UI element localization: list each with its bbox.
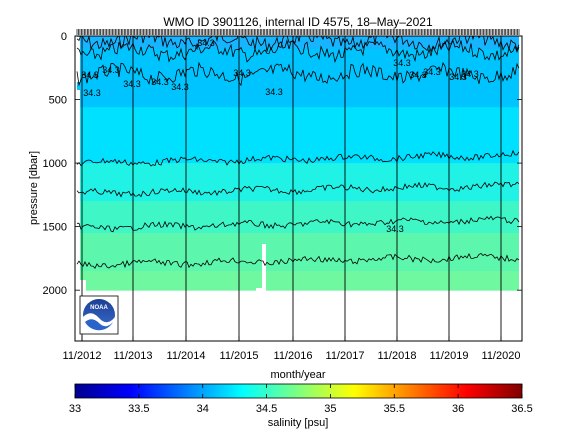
data-gap-3 bbox=[256, 288, 262, 296]
data-gap-2 bbox=[76, 280, 86, 294]
y-axis-label: pressure [dbar] bbox=[28, 151, 40, 225]
colorbar: 33 33.5 34 34.5 35 35.5 36 36.5 salinity [psu] bbox=[69, 383, 533, 429]
noaa-logo: NOAA bbox=[79, 295, 119, 335]
y-tick-label: 2000 bbox=[43, 285, 67, 297]
y-tick-label: 500 bbox=[49, 95, 67, 107]
colorbar-tick-label: 33 bbox=[69, 403, 81, 415]
x-tick-label: 11/2016 bbox=[274, 350, 313, 362]
data-gap-0 bbox=[77, 37, 80, 82]
contour-label-0: 34.3 bbox=[197, 38, 215, 48]
contour-labels: 34.334.3 34.334.3 34.3 34.334.334.334.334.3… bbox=[81, 38, 479, 234]
colorbar-tick-label: 35 bbox=[324, 403, 336, 415]
contour-line-1 bbox=[76, 39, 520, 64]
x-tick-label: 11/2012 bbox=[63, 350, 102, 362]
x-tick-label: 11/2018 bbox=[378, 350, 417, 362]
contour-label-9: 34.3 bbox=[409, 70, 427, 80]
colorbar-tick-label: 36 bbox=[452, 403, 464, 415]
colorbar-tick-label: 36.5 bbox=[511, 403, 532, 415]
colorbar-tick-label: 34 bbox=[197, 403, 209, 415]
salinity-layers bbox=[77, 36, 519, 291]
contour-label-7: 34.3 bbox=[265, 87, 283, 97]
salinity-layer-3 bbox=[77, 163, 519, 202]
contour-label-4: 34.3 bbox=[151, 77, 169, 87]
contour-label-8: 34.3 bbox=[393, 58, 411, 68]
plot-area: 34.334.3 34.334.3 34.3 34.334.334.334.334.3… bbox=[76, 36, 520, 341]
salinity-layer-2 bbox=[77, 107, 519, 164]
x-axis-label: month/year bbox=[270, 369, 325, 381]
contour-label-14: 34.3 bbox=[386, 224, 404, 234]
data-gaps bbox=[76, 37, 266, 298]
contour-label-3: 34.3 bbox=[123, 79, 141, 89]
chart-title: WMO ID 3901126, internal ID 4575, 18–May… bbox=[163, 15, 433, 29]
contour-label-12: 34.3 bbox=[461, 69, 479, 79]
contour-line-3 bbox=[76, 149, 520, 167]
colorbar-tick-label: 34.5 bbox=[256, 403, 277, 415]
colorbar-tick-label: 33.5 bbox=[128, 403, 149, 415]
contour-label-13: 34.3 bbox=[83, 88, 101, 98]
salinity-layer-6 bbox=[77, 271, 519, 291]
contour-label-10: 34.3 bbox=[423, 67, 441, 77]
y-axis: 0 500 1000 1500 2000 bbox=[43, 31, 522, 297]
x-tick-label: 11/2013 bbox=[114, 350, 153, 362]
year-lines bbox=[81, 36, 502, 341]
colorbar-tick-label: 35.5 bbox=[384, 403, 405, 415]
y-tick-label: 1500 bbox=[43, 222, 67, 234]
salinity-layer-4 bbox=[77, 201, 519, 234]
colorbar-label: salinity [psu] bbox=[268, 417, 329, 429]
contour-label-5: 34.3 bbox=[171, 82, 189, 92]
colorbar-gradient bbox=[74, 383, 523, 399]
plot-frame bbox=[74, 35, 523, 342]
contour-label-1: 34.3 bbox=[81, 70, 99, 80]
x-tick-label: 11/2017 bbox=[326, 350, 365, 362]
data-gap-1 bbox=[77, 90, 80, 296]
x-tick-label: 11/2015 bbox=[220, 350, 259, 362]
contour-line-2 bbox=[76, 61, 520, 87]
contour-lines bbox=[76, 36, 520, 269]
contour-label-2: 34.3 bbox=[102, 65, 120, 75]
x-tick-label: 11/2020 bbox=[482, 350, 521, 362]
salinity-layer-5 bbox=[77, 232, 519, 272]
contour-label-6: 34.3 bbox=[233, 68, 251, 78]
contour-line-4 bbox=[76, 181, 520, 198]
x-tick-label: 11/2019 bbox=[430, 350, 469, 362]
contour-label-11: 34.3 bbox=[449, 72, 467, 82]
profile-ticks bbox=[76, 29, 520, 35]
x-axis: 11/2012 11/2013 11/2014 11/2015 11/2016 11/20… bbox=[63, 336, 521, 362]
y-tick-label: 0 bbox=[61, 31, 67, 43]
data-gap-4 bbox=[262, 244, 266, 298]
noaa-logo-text: NOAA bbox=[90, 305, 108, 311]
colorbar-ticks: 33 33.5 34 34.5 35 35.5 36 36.5 bbox=[69, 384, 533, 415]
contour-line-6 bbox=[76, 252, 520, 269]
contour-line-5 bbox=[77, 215, 520, 233]
x-tick-label: 11/2014 bbox=[167, 350, 206, 362]
y-tick-label: 1000 bbox=[43, 158, 67, 170]
